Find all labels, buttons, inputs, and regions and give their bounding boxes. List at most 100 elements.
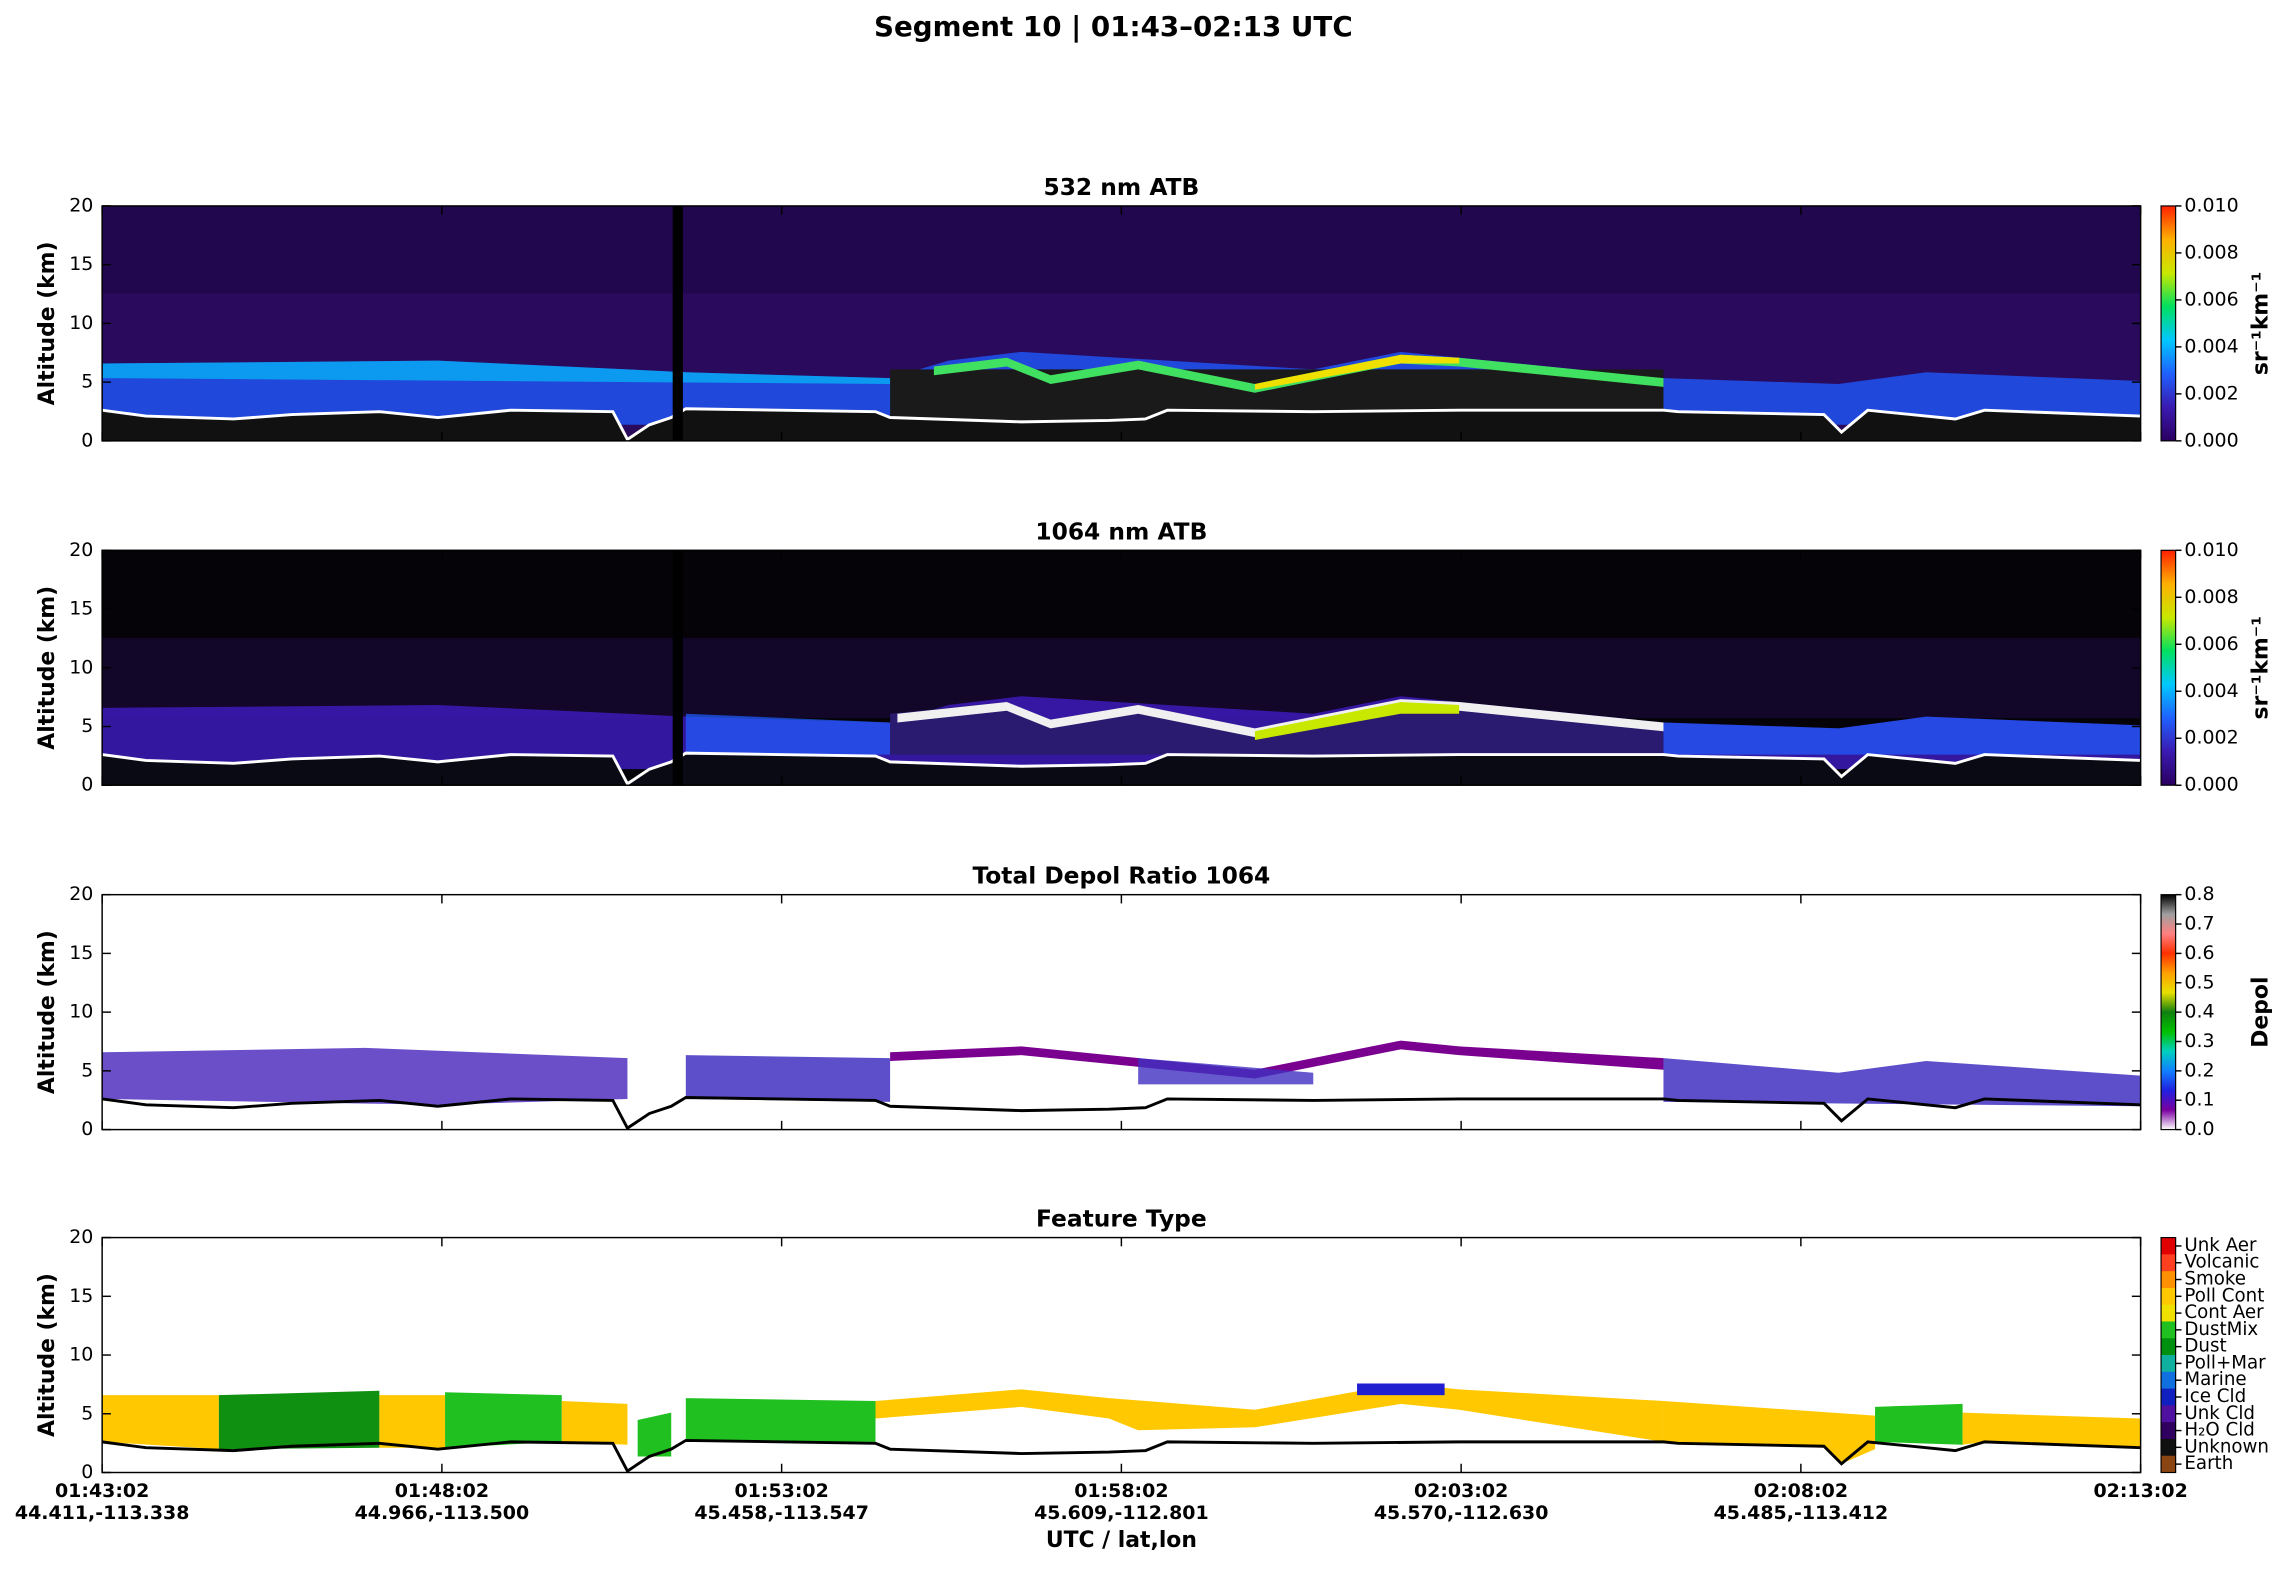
curtain-image bbox=[102, 1040, 2141, 1130]
panel-title: Total Depol Ratio 1064 bbox=[972, 862, 1270, 890]
colorbar-tick-label: 0.8 bbox=[2184, 883, 2214, 905]
legend-label: Smoke bbox=[2184, 1269, 2246, 1290]
colorbar-tick-label: 0.3 bbox=[2184, 1030, 2214, 1052]
legend-swatch bbox=[2161, 1422, 2176, 1440]
y-tick-label: 0 bbox=[81, 774, 93, 796]
y-tick-label: 10 bbox=[69, 1344, 93, 1366]
legend-label: Dust bbox=[2184, 1336, 2226, 1357]
colorbar-label: sr⁻¹km⁻¹ bbox=[2249, 272, 2274, 375]
legend-swatch bbox=[2161, 1355, 2176, 1373]
y-tick-label: 15 bbox=[69, 942, 93, 964]
x-tick-label: 02:03:02 bbox=[1414, 1480, 1508, 1502]
legend-swatch bbox=[2161, 1287, 2176, 1306]
legend-label: Unk Aer bbox=[2184, 1235, 2257, 1256]
y-tick-label: 0 bbox=[81, 1118, 93, 1140]
y-axis-label: Altitude (km) bbox=[35, 586, 60, 750]
colorbar bbox=[2160, 894, 2177, 1131]
legend-label: Earth bbox=[2184, 1453, 2233, 1474]
legend-label: DustMix bbox=[2184, 1319, 2258, 1340]
colorbar-tick-label: 0.002 bbox=[2184, 382, 2238, 404]
y-tick-label: 20 bbox=[69, 883, 93, 905]
colorbar bbox=[2160, 549, 2177, 786]
legend-label: Ice Cld bbox=[2184, 1386, 2246, 1407]
legend-label: Volcanic bbox=[2184, 1252, 2259, 1273]
legend-swatch bbox=[2161, 1371, 2176, 1390]
colorbar-tick-label: 0.000 bbox=[2184, 774, 2238, 796]
colorbar-tick-label: 0.000 bbox=[2184, 429, 2238, 451]
legend-swatch bbox=[2161, 1271, 2176, 1289]
curtain-image bbox=[102, 550, 2141, 786]
y-tick-label: 10 bbox=[69, 312, 93, 334]
panel-title: 532 nm ATB bbox=[1043, 173, 1199, 201]
colorbar-tick-label: 0.006 bbox=[2184, 633, 2238, 655]
x-tick-label: 01:48:02 bbox=[395, 1480, 489, 1502]
colorbar-tick-label: 0.0 bbox=[2184, 1118, 2214, 1140]
y-tick-label: 10 bbox=[69, 656, 93, 678]
colorbar-tick-label: 0.010 bbox=[2184, 194, 2238, 216]
legend-label: Unknown bbox=[2184, 1436, 2269, 1457]
colorbar-label: sr⁻¹km⁻¹ bbox=[2249, 616, 2274, 719]
panel-title: Feature Type bbox=[1036, 1205, 1207, 1233]
x-axis-label: UTC / lat,lon bbox=[1046, 1528, 1197, 1553]
y-tick-label: 20 bbox=[69, 539, 93, 561]
legend-swatch bbox=[2161, 1338, 2176, 1356]
y-tick-label: 15 bbox=[69, 598, 93, 620]
y-tick-label: 20 bbox=[69, 194, 93, 216]
y-axis-label: Altitude (km) bbox=[35, 241, 60, 405]
legend-swatch bbox=[2161, 1237, 2176, 1255]
y-tick-label: 5 bbox=[81, 715, 93, 737]
x-tick-sublabel: 44.411,-113.338 bbox=[15, 1502, 190, 1524]
colorbar bbox=[2160, 205, 2177, 442]
colorbar-tick-label: 0.6 bbox=[2184, 942, 2214, 964]
x-tick-label: 01:58:02 bbox=[1074, 1480, 1168, 1502]
x-tick-label: 02:08:02 bbox=[1754, 1480, 1848, 1502]
figure-title: Segment 10 | 01:43–02:13 UTC bbox=[874, 10, 1353, 43]
y-tick-label: 0 bbox=[81, 1461, 93, 1483]
legend-swatch bbox=[2161, 1438, 2176, 1457]
colorbar-label: Depol bbox=[2249, 977, 2274, 1048]
colorbar-tick-label: 0.2 bbox=[2184, 1059, 2214, 1081]
x-tick-sublabel: 45.485,-113.412 bbox=[1714, 1502, 1889, 1524]
legend-label: Poll Cont bbox=[2184, 1285, 2264, 1306]
y-axis-label: Altitude (km) bbox=[35, 930, 60, 1094]
legend-label: Marine bbox=[2184, 1369, 2246, 1390]
x-tick-sublabel: 45.458,-113.547 bbox=[694, 1502, 869, 1524]
y-tick-label: 5 bbox=[81, 1059, 93, 1081]
legend-label: H₂O Cld bbox=[2184, 1420, 2254, 1441]
legend-label: Unk Cld bbox=[2184, 1403, 2255, 1424]
y-axis-label: Altitude (km) bbox=[35, 1273, 60, 1437]
colorbar-tick-label: 0.006 bbox=[2184, 288, 2238, 310]
y-tick-label: 15 bbox=[69, 253, 93, 275]
colorbar-tick-label: 0.008 bbox=[2184, 241, 2238, 263]
colorbar-tick-label: 0.002 bbox=[2184, 727, 2238, 749]
curtain-image bbox=[102, 205, 2141, 441]
colorbar-tick-label: 0.008 bbox=[2184, 586, 2238, 608]
legend-frame bbox=[2160, 1236, 2177, 1474]
colorbar-tick-label: 0.4 bbox=[2184, 1001, 2214, 1023]
x-tick-label: 02:13:02 bbox=[2093, 1480, 2187, 1502]
legend-swatch bbox=[2161, 1388, 2176, 1406]
legend-label: Cont Aer bbox=[2184, 1302, 2264, 1323]
y-tick-label: 0 bbox=[81, 429, 93, 451]
legend-swatch bbox=[2161, 1321, 2176, 1339]
colorbar-tick-label: 0.004 bbox=[2184, 335, 2238, 357]
colorbar-tick-label: 0.7 bbox=[2184, 913, 2214, 935]
x-tick-label: 01:43:02 bbox=[55, 1480, 149, 1502]
x-tick-label: 01:53:02 bbox=[734, 1480, 828, 1502]
y-tick-label: 10 bbox=[69, 1001, 93, 1023]
legend-swatch bbox=[2161, 1254, 2176, 1272]
y-tick-label: 20 bbox=[69, 1226, 93, 1248]
x-tick-sublabel: 45.609,-112.801 bbox=[1034, 1502, 1209, 1524]
legend-swatch bbox=[2161, 1304, 2176, 1322]
y-tick-label: 5 bbox=[81, 1402, 93, 1424]
legend-label: Poll+Mar bbox=[2184, 1352, 2266, 1373]
curtain-image bbox=[102, 1383, 2141, 1473]
colorbar-tick-label: 0.004 bbox=[2184, 680, 2238, 702]
legend-swatch bbox=[2161, 1455, 2176, 1473]
x-tick-sublabel: 45.570,-112.630 bbox=[1374, 1502, 1549, 1524]
y-tick-label: 15 bbox=[69, 1285, 93, 1307]
x-tick-sublabel: 44.966,-113.500 bbox=[355, 1502, 530, 1524]
colorbar-tick-label: 0.010 bbox=[2184, 539, 2238, 561]
